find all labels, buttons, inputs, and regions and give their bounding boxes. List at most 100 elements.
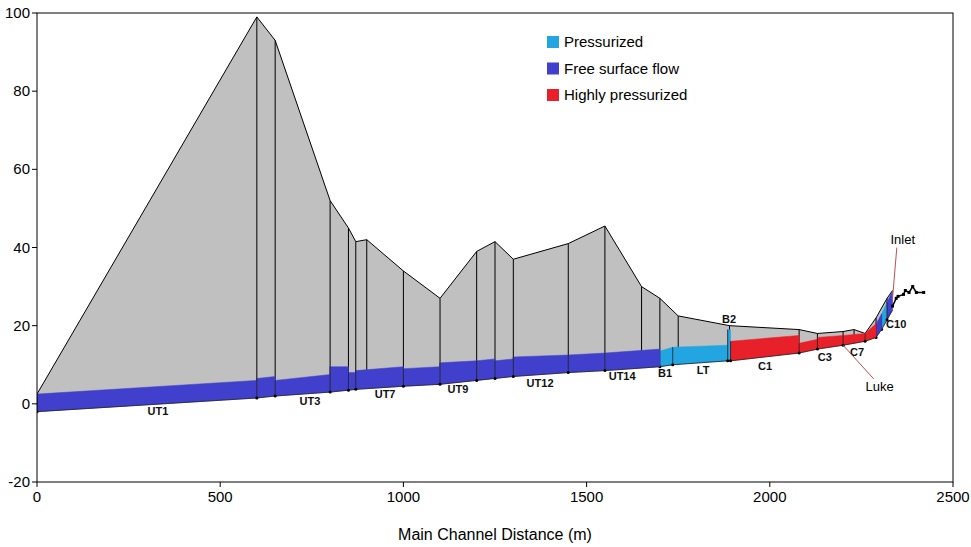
segment-label: LT <box>697 364 710 376</box>
chart: 05001000150020002500-20020406080100Main … <box>0 0 971 547</box>
pipe-segment <box>865 324 876 342</box>
segment-label: UT1 <box>148 405 169 417</box>
inlet-node <box>902 293 905 296</box>
pipe-segment <box>495 359 513 379</box>
pipe-segment <box>799 339 817 353</box>
node-line <box>604 226 605 371</box>
inlet-node <box>915 291 918 294</box>
annotation-leader <box>843 345 874 379</box>
y-tick-label: 40 <box>13 239 30 256</box>
legend-swatch <box>547 89 559 101</box>
x-tick-label: 1000 <box>387 488 420 505</box>
segment-label: UT12 <box>527 377 554 389</box>
y-tick <box>32 403 37 404</box>
x-tick <box>403 482 404 487</box>
x-tick <box>37 482 38 487</box>
x-tick <box>586 482 587 487</box>
pipe-segment <box>257 376 275 397</box>
pipe-segment <box>876 314 881 337</box>
node-dot <box>274 395 277 398</box>
x-tick-label: 0 <box>33 488 41 505</box>
x-tick-label: 2500 <box>936 488 969 505</box>
segment-label: UT7 <box>375 388 396 400</box>
segment-label: B1 <box>658 367 672 379</box>
segment-edge <box>495 361 496 379</box>
segment-label: C10 <box>886 318 906 330</box>
y-tick <box>32 13 37 14</box>
y-tick-label: 0 <box>22 395 30 412</box>
pipe-segment <box>728 330 731 361</box>
invert-line <box>330 390 348 392</box>
y-tick-label: 100 <box>5 4 30 21</box>
annotation-text: Luke <box>866 379 894 394</box>
y-tick <box>32 482 37 483</box>
invert-line <box>495 376 513 378</box>
node-line <box>348 228 349 390</box>
segment-edge <box>476 361 477 381</box>
invert-line <box>799 349 817 353</box>
x-axis-label: Main Channel Distance (m) <box>398 526 592 543</box>
x-tick <box>769 482 770 487</box>
pipe-segment <box>275 375 330 396</box>
node-line <box>355 242 356 390</box>
inlet-structure <box>893 287 924 307</box>
pipe-segment <box>731 335 800 360</box>
node-line <box>330 201 331 393</box>
annotation-leader <box>893 248 897 299</box>
segment-label: B2 <box>722 313 736 325</box>
invert-line <box>568 371 605 373</box>
node-line <box>403 271 404 386</box>
segment-edge <box>403 369 404 387</box>
legend-label: Highly pressurized <box>564 86 687 103</box>
segment-label: UT9 <box>448 383 469 395</box>
node-line <box>568 244 569 373</box>
y-tick-label: -20 <box>8 473 30 490</box>
node-dot <box>864 340 867 343</box>
pipe-segment <box>673 345 728 365</box>
segment-edge <box>355 371 356 390</box>
segment-edge <box>256 378 257 398</box>
node-dot <box>603 369 606 372</box>
x-tick-label: 500 <box>208 488 233 505</box>
segment-label: UT14 <box>609 370 637 382</box>
node-dot <box>494 377 497 380</box>
y-tick-label: 80 <box>13 82 30 99</box>
node-line <box>275 40 276 396</box>
pipe-segment <box>843 333 865 345</box>
node-dot <box>475 379 478 382</box>
node-dot <box>354 388 357 391</box>
node-dot <box>729 359 732 362</box>
segment-edge <box>275 380 276 396</box>
inlet-node <box>911 285 914 288</box>
legend-label: Pressurized <box>564 33 643 50</box>
node-dot <box>798 352 801 355</box>
y-tick <box>32 247 37 248</box>
segment-label: C7 <box>850 346 864 358</box>
invert-line <box>843 341 865 345</box>
node-line <box>513 259 514 376</box>
y-tick-label: 20 <box>13 317 30 334</box>
ground-line <box>37 17 893 394</box>
x-tick <box>220 482 221 487</box>
node-dot <box>347 389 350 392</box>
ground-fill <box>37 17 893 412</box>
node-line <box>495 242 496 379</box>
x-tick <box>953 482 954 487</box>
segment-edge <box>604 353 605 371</box>
node-dot <box>255 396 258 399</box>
pipe-segment <box>513 355 568 376</box>
invert-line <box>403 384 440 386</box>
node-dot <box>726 359 729 362</box>
pipe-segment <box>403 367 440 387</box>
node-dot <box>402 385 405 388</box>
x-tick-label: 1500 <box>570 488 603 505</box>
pipe-segment <box>605 349 660 370</box>
node-dot <box>567 371 570 374</box>
segment-edge <box>440 363 441 384</box>
pipe-segment <box>440 361 477 384</box>
segment-edge <box>513 357 514 377</box>
y-tick <box>32 325 37 326</box>
y-tick <box>32 91 37 92</box>
invert-line <box>477 378 495 380</box>
pipe-segment <box>568 353 605 373</box>
